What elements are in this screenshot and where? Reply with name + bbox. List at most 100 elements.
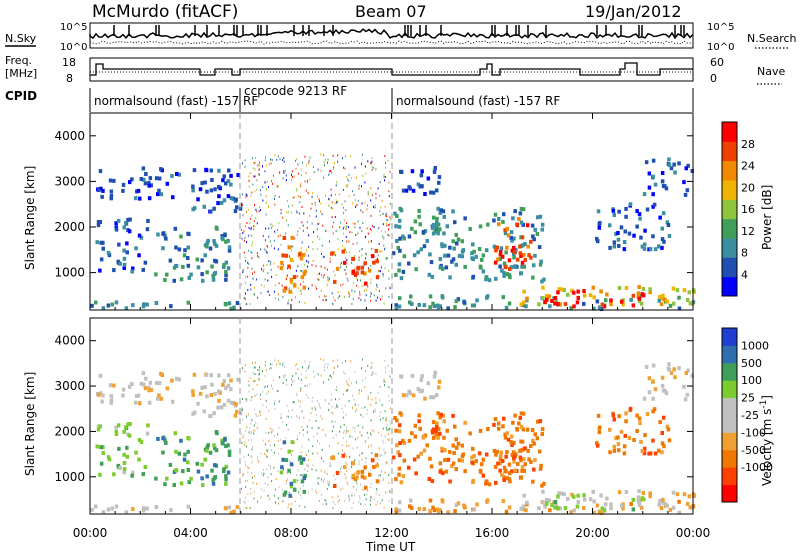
velocity-cell <box>431 435 436 440</box>
velocity-cell <box>442 419 446 424</box>
velocity-cell <box>337 500 339 503</box>
power-cell <box>370 214 372 217</box>
power-cell <box>165 272 169 277</box>
velocity-cell <box>246 399 248 401</box>
power-cell <box>617 286 622 290</box>
velocity-cell <box>423 433 428 438</box>
velocity-cell <box>157 381 162 386</box>
power-cell <box>317 248 319 250</box>
velocity-cell <box>402 458 407 463</box>
velocity-cell <box>375 479 380 484</box>
power-cell <box>438 210 442 215</box>
colorbar-swatch <box>722 467 737 486</box>
power-cell <box>452 246 456 251</box>
power-cell <box>224 270 228 274</box>
velocity-cell <box>342 431 344 434</box>
power-cell <box>365 257 367 260</box>
velocity-cell <box>270 363 271 366</box>
power-cell <box>317 278 319 281</box>
power-cell <box>624 206 628 211</box>
velocity-cell <box>412 457 417 462</box>
power-cell <box>527 253 531 258</box>
velocity-cell <box>297 434 299 437</box>
velocity-cell <box>541 489 545 494</box>
power-cell <box>325 229 327 232</box>
power-cell <box>637 285 641 289</box>
velocity-cell <box>318 402 320 405</box>
velocity-cell <box>324 471 326 474</box>
velocity-cell <box>435 393 439 397</box>
power-cell <box>243 251 245 254</box>
nave-tick-bottom: 0 <box>710 72 717 85</box>
velocity-cell <box>290 453 292 456</box>
velocity-cell <box>643 446 647 451</box>
velocity-cell <box>430 479 435 484</box>
power-cell <box>513 250 517 255</box>
power-cell <box>182 253 187 258</box>
velocity-cell <box>416 387 421 392</box>
velocity-cell <box>369 503 371 506</box>
velocity-cell <box>582 506 586 510</box>
power-cell <box>224 181 228 186</box>
power-cell <box>545 297 549 302</box>
power-cell <box>266 180 268 183</box>
power-cell <box>535 232 540 236</box>
power-cell <box>302 285 306 290</box>
velocity-cell <box>284 458 289 463</box>
velocity-cell <box>548 508 552 513</box>
velocity-cell <box>116 463 120 468</box>
velocity-cell <box>268 464 270 467</box>
power-cell <box>116 259 120 264</box>
power-cell <box>326 298 328 301</box>
velocity-cell <box>332 425 334 428</box>
power-cell <box>254 225 256 228</box>
power-cell <box>337 201 339 203</box>
power-cell <box>389 202 391 205</box>
velocity-cell <box>370 482 372 485</box>
velocity-cell <box>351 493 353 496</box>
power-cell <box>494 248 498 253</box>
power-cell <box>510 248 515 253</box>
power-cell <box>351 290 353 293</box>
power-cell <box>375 288 377 291</box>
power-cell <box>306 249 307 252</box>
velocity-cell <box>529 444 533 449</box>
power-cell <box>370 229 372 232</box>
velocity-cell <box>249 376 251 379</box>
power-cell <box>386 257 387 260</box>
velocity-cell <box>312 452 314 455</box>
power-cell <box>592 295 596 300</box>
velocity-cell <box>384 384 385 387</box>
velocity-cell <box>378 431 380 434</box>
power-cell <box>264 278 266 281</box>
velocity-cell <box>282 440 287 445</box>
velocity-cell <box>273 494 275 497</box>
power-cell <box>376 258 378 260</box>
velocity-cell <box>348 495 350 498</box>
power-cell <box>522 264 526 269</box>
velocity-cell <box>379 474 381 477</box>
velocity-cell <box>379 399 381 402</box>
velocity-cell <box>513 454 517 459</box>
velocity-cell <box>287 428 289 431</box>
velocity-cell <box>531 479 535 484</box>
power-cell <box>214 243 219 248</box>
power-cell <box>494 276 498 281</box>
velocity-cell <box>381 499 383 502</box>
power-cell <box>336 181 338 184</box>
power-cell <box>352 190 353 193</box>
power-cell <box>202 204 206 209</box>
power-cell <box>388 195 390 198</box>
power-cell <box>299 196 301 198</box>
power-cell <box>645 207 650 212</box>
power-cell <box>547 294 552 299</box>
power-cell <box>107 253 112 258</box>
power-cell <box>244 292 246 295</box>
power-cell <box>179 234 183 239</box>
power-cell <box>248 226 250 229</box>
velocity-cell <box>224 444 228 449</box>
power-cell <box>375 168 377 171</box>
power-cell <box>220 236 224 241</box>
velocity-cell <box>575 504 580 509</box>
power-cell <box>388 295 390 298</box>
